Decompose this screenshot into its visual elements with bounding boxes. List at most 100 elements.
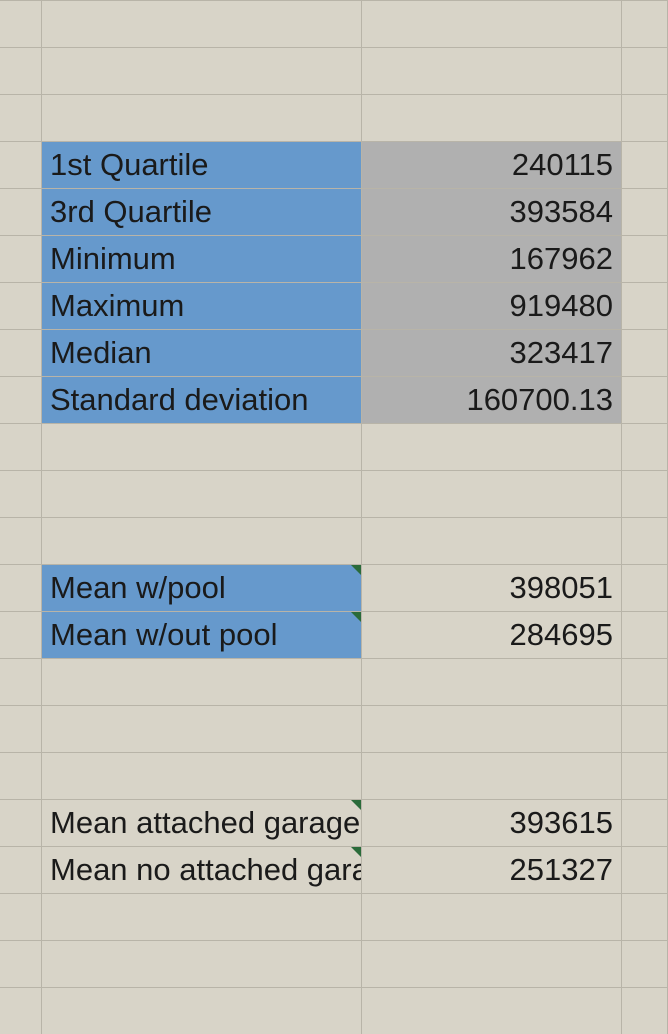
cell[interactable] bbox=[622, 1, 668, 47]
cell[interactable] bbox=[622, 142, 668, 188]
pool-value-without[interactable]: 284695 bbox=[362, 612, 622, 658]
cell[interactable] bbox=[622, 189, 668, 235]
cell[interactable] bbox=[362, 471, 622, 517]
cell[interactable] bbox=[0, 142, 42, 188]
pool-label-without[interactable]: Mean w/out pool bbox=[42, 612, 362, 658]
cell[interactable] bbox=[362, 518, 622, 564]
grid-row: 3rd Quartile 393584 bbox=[0, 188, 668, 235]
cell[interactable] bbox=[622, 988, 668, 1034]
error-indicator-icon bbox=[351, 847, 361, 857]
cell[interactable] bbox=[42, 894, 362, 940]
cell[interactable] bbox=[362, 95, 622, 141]
stat-label-median[interactable]: Median bbox=[42, 330, 362, 376]
cell[interactable] bbox=[0, 988, 42, 1034]
cell[interactable] bbox=[0, 565, 42, 611]
cell[interactable] bbox=[0, 706, 42, 752]
cell[interactable] bbox=[0, 424, 42, 470]
cell[interactable] bbox=[622, 894, 668, 940]
cell[interactable] bbox=[622, 847, 668, 893]
stat-label-min[interactable]: Minimum bbox=[42, 236, 362, 282]
cell[interactable] bbox=[42, 706, 362, 752]
cell[interactable] bbox=[0, 236, 42, 282]
cell[interactable] bbox=[42, 753, 362, 799]
cell[interactable] bbox=[622, 659, 668, 705]
cell[interactable] bbox=[42, 518, 362, 564]
cell[interactable] bbox=[362, 424, 622, 470]
error-indicator-icon bbox=[351, 612, 361, 622]
cell[interactable] bbox=[0, 95, 42, 141]
cell[interactable] bbox=[622, 283, 668, 329]
stat-value-q3[interactable]: 393584 bbox=[362, 189, 622, 235]
cell[interactable] bbox=[0, 189, 42, 235]
garage-value-attached[interactable]: 393615 bbox=[362, 800, 622, 846]
cell[interactable] bbox=[622, 471, 668, 517]
cell[interactable] bbox=[622, 48, 668, 94]
cell[interactable] bbox=[622, 377, 668, 423]
cell[interactable] bbox=[622, 424, 668, 470]
cell[interactable] bbox=[362, 1, 622, 47]
stat-value-min[interactable]: 167962 bbox=[362, 236, 622, 282]
stat-label-stddev[interactable]: Standard deviation bbox=[42, 377, 362, 423]
stat-label-max[interactable]: Maximum bbox=[42, 283, 362, 329]
cell[interactable] bbox=[0, 800, 42, 846]
garage-label-noattached[interactable]: Mean no attached garage bbox=[42, 847, 362, 893]
cell[interactable] bbox=[0, 330, 42, 376]
cell[interactable] bbox=[622, 518, 668, 564]
cell[interactable] bbox=[622, 753, 668, 799]
cell[interactable] bbox=[0, 847, 42, 893]
cell[interactable] bbox=[362, 659, 622, 705]
garage-label-attached[interactable]: Mean attached garage bbox=[42, 800, 362, 846]
spreadsheet-grid[interactable]: 1st Quartile 240115 3rd Quartile 393584 … bbox=[0, 0, 668, 1024]
cell[interactable] bbox=[622, 800, 668, 846]
grid-row: Mean w/out pool 284695 bbox=[0, 611, 668, 658]
cell[interactable] bbox=[42, 1, 362, 47]
cell[interactable] bbox=[362, 894, 622, 940]
pool-value-with[interactable]: 398051 bbox=[362, 565, 622, 611]
cell[interactable] bbox=[362, 706, 622, 752]
garage-value-noattached[interactable]: 251327 bbox=[362, 847, 622, 893]
cell[interactable] bbox=[0, 753, 42, 799]
cell[interactable] bbox=[0, 471, 42, 517]
cell[interactable] bbox=[42, 659, 362, 705]
stat-label-q3[interactable]: 3rd Quartile bbox=[42, 189, 362, 235]
cell[interactable] bbox=[0, 941, 42, 987]
cell[interactable] bbox=[622, 95, 668, 141]
cell[interactable] bbox=[0, 659, 42, 705]
cell[interactable] bbox=[0, 377, 42, 423]
cell[interactable] bbox=[622, 941, 668, 987]
stat-value-max[interactable]: 919480 bbox=[362, 283, 622, 329]
cell[interactable] bbox=[0, 48, 42, 94]
cell[interactable] bbox=[362, 941, 622, 987]
grid-row bbox=[0, 47, 668, 94]
grid-row bbox=[0, 94, 668, 141]
cell[interactable] bbox=[42, 424, 362, 470]
cell[interactable] bbox=[0, 1, 42, 47]
pool-label-with[interactable]: Mean w/pool bbox=[42, 565, 362, 611]
grid-row bbox=[0, 705, 668, 752]
cell[interactable] bbox=[0, 518, 42, 564]
cell[interactable] bbox=[0, 894, 42, 940]
grid-row bbox=[0, 987, 668, 1034]
cell[interactable] bbox=[622, 236, 668, 282]
cell[interactable] bbox=[42, 471, 362, 517]
cell[interactable] bbox=[362, 753, 622, 799]
cell[interactable] bbox=[362, 988, 622, 1034]
cell[interactable] bbox=[0, 283, 42, 329]
cell[interactable] bbox=[622, 612, 668, 658]
grid-row: Mean no attached garage 251327 bbox=[0, 846, 668, 893]
cell[interactable] bbox=[42, 941, 362, 987]
error-indicator-icon bbox=[351, 565, 361, 575]
stat-label-q1[interactable]: 1st Quartile bbox=[42, 142, 362, 188]
stat-value-q1[interactable]: 240115 bbox=[362, 142, 622, 188]
cell[interactable] bbox=[622, 706, 668, 752]
cell[interactable] bbox=[622, 330, 668, 376]
cell[interactable] bbox=[622, 565, 668, 611]
grid-row bbox=[0, 517, 668, 564]
stat-value-median[interactable]: 323417 bbox=[362, 330, 622, 376]
cell[interactable] bbox=[42, 95, 362, 141]
cell[interactable] bbox=[0, 612, 42, 658]
stat-value-stddev[interactable]: 160700.13 bbox=[362, 377, 622, 423]
cell[interactable] bbox=[362, 48, 622, 94]
cell[interactable] bbox=[42, 48, 362, 94]
cell[interactable] bbox=[42, 988, 362, 1034]
